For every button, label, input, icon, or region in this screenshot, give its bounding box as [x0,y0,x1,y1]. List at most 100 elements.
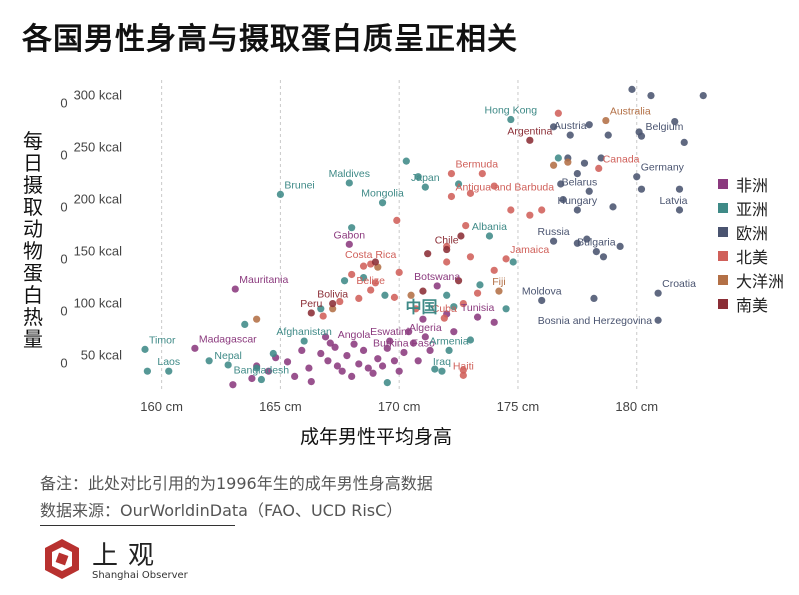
data-point [331,343,339,351]
data-point [592,248,600,256]
data-point [324,357,332,365]
source-text: 数据来源：OurWorldinData（FAO、UCD RisC） [40,501,403,520]
data-point [507,206,515,214]
point-label: Bolivia [317,289,348,301]
data-point [604,131,612,139]
data-point [485,232,494,240]
data-point [445,346,453,354]
data-point [573,239,581,247]
data-point [355,294,363,302]
data-point [329,305,337,313]
data-point [454,180,463,188]
point-label: Mongolia [361,188,404,200]
data-point [412,305,420,313]
data-point [443,258,451,266]
point-label: Hungary [557,195,597,207]
data-point [319,312,327,320]
data-point [141,345,149,353]
point-label: Burkina Faso [373,337,435,349]
data-point [395,367,403,375]
y-tick-label: 200 kcal [74,192,123,207]
data-point [466,336,475,344]
data-point [566,131,574,139]
data-point [402,157,410,165]
data-point [231,285,239,293]
divider [40,525,235,526]
data-point [257,375,266,384]
data-point [359,262,368,270]
data-point [224,361,232,369]
data-point [595,164,603,172]
data-point [369,369,377,377]
y-tick-label: 150 kcal [74,244,123,259]
data-point [329,300,337,308]
legend-item: 大洋洲 [718,268,784,292]
data-point [675,206,684,214]
data-point [383,379,391,387]
point-label: Belarus [562,176,598,188]
data-point [459,300,467,308]
data-point [502,305,510,313]
data-point [300,337,308,345]
legend-label: 非洲 [736,176,769,195]
y-left-mark: 0 [60,252,67,267]
legend-item: 非洲 [718,172,784,196]
data-point [253,315,261,323]
y-tick-label: 50 kcal [81,348,122,363]
data-point [350,340,358,348]
data-point [450,328,458,336]
data-point [473,289,482,297]
point-label: Botswana [414,271,460,283]
point-label: Bangladesh [234,365,290,377]
point-label: Chile [435,235,459,247]
data-point [585,121,593,129]
data-point [675,185,684,193]
data-point [557,180,565,188]
point-label: Bulgaria [577,237,616,249]
data-point [549,123,558,131]
legend-label: 欧洲 [736,224,769,243]
data-point [583,235,591,243]
data-point [345,179,353,187]
data-point [599,253,608,261]
data-point [367,286,375,294]
legend-item: 北美 [718,244,784,268]
point-label: Antigua and Barbuda [455,181,554,193]
data-point [573,170,581,178]
data-point [654,289,662,297]
data-point [585,187,593,195]
point-label: Haiti [453,360,474,372]
point-label: Bermuda [455,159,498,171]
data-point [680,138,688,146]
point-label: Austria [554,120,587,132]
point-label: Hong Kong [485,105,538,117]
data-point [307,309,315,317]
data-point [419,287,427,295]
point-label: Gabon [334,229,366,241]
data-point [298,346,306,354]
data-point [364,364,372,372]
data-point [317,305,325,313]
data-point [635,128,643,136]
data-point [450,303,458,311]
data-point [321,333,330,341]
legend-item: 欧洲 [718,220,784,244]
data-point [633,173,641,181]
point-label: Japan [411,172,440,184]
data-point [400,348,408,357]
point-label: Croatia [662,278,696,290]
data-point [654,316,662,324]
data-point [699,92,707,100]
data-point [383,344,391,352]
data-point [371,279,380,287]
point-label: Nepal [214,350,241,362]
legend-swatch [718,299,728,309]
point-label: Laos [157,356,180,368]
data-point [490,318,498,326]
point-label: Australia [610,106,651,118]
x-tick-label: 180 cm [615,399,658,414]
data-point [393,216,401,224]
data-point [549,237,558,245]
data-point [333,362,342,370]
data-point [602,116,610,125]
